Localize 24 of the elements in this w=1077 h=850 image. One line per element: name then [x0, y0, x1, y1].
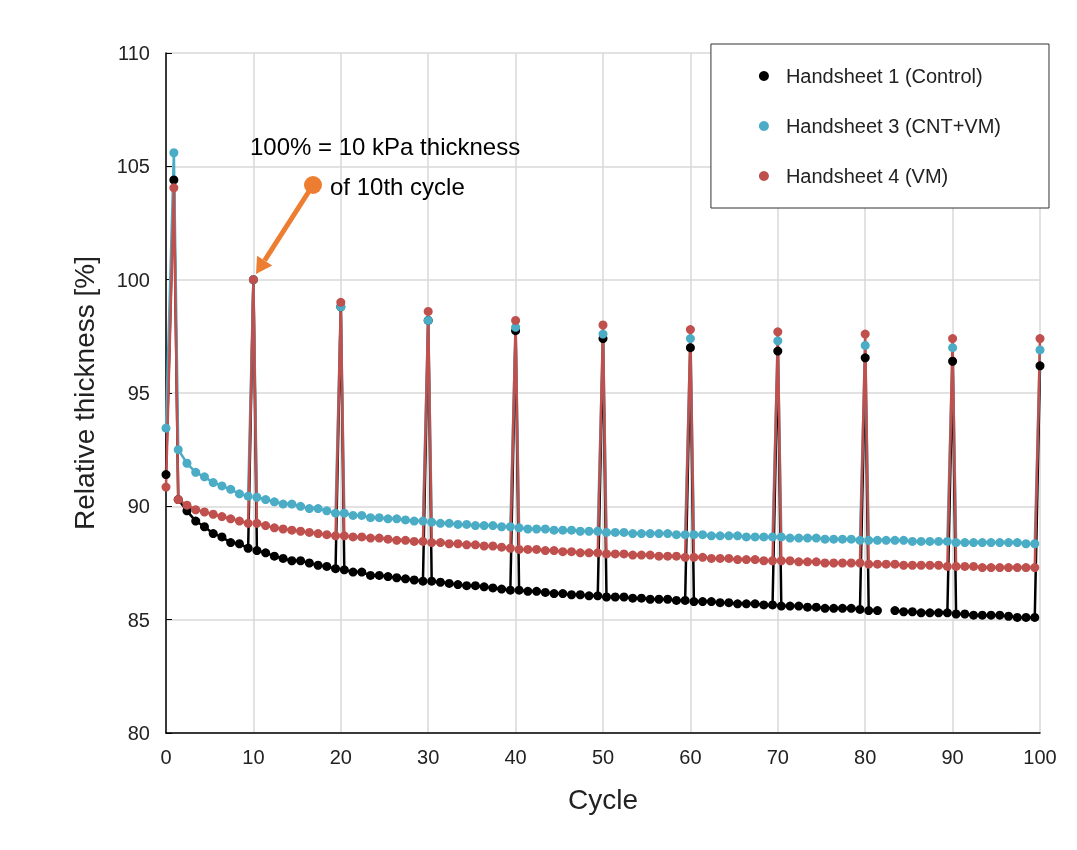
- y-tick-label: 95: [127, 382, 150, 404]
- y-tick-label: 105: [116, 155, 150, 178]
- x-tick-label: 60: [679, 746, 702, 768]
- y-tick-label: 85: [127, 608, 150, 631]
- y-tick-label: 110: [118, 42, 150, 64]
- y-axis-title: Relative thickness [%]: [68, 256, 100, 530]
- x-tick-label: 0: [160, 746, 172, 768]
- legend-label: Handsheet 4 (VM): [785, 165, 949, 187]
- annotation: 100% = 10 kPa thickness of 10th cycle: [250, 133, 521, 200]
- y-tick-label: 90: [127, 495, 150, 518]
- x-tick-label: 20: [329, 746, 352, 768]
- x-tick-label: 50: [591, 746, 615, 768]
- x-tick-label: 30: [417, 746, 440, 768]
- legend-label: Handsheet 1 (Control): [785, 65, 983, 87]
- x-tick-label: 10: [242, 746, 265, 768]
- y-tick-label: 80: [127, 722, 150, 744]
- x-tick-label: 70: [766, 746, 789, 768]
- x-tick-label: 80: [854, 746, 877, 768]
- legend-label: Handsheet 3 (CNT+VM): [785, 115, 1001, 137]
- x-tick-label: 90: [941, 746, 964, 768]
- x-tick-label: 40: [504, 746, 527, 768]
- y-tick-label: 100: [116, 268, 150, 291]
- x-tick-label: 100: [1023, 746, 1057, 768]
- x-axis-title: Cycle: [567, 783, 639, 815]
